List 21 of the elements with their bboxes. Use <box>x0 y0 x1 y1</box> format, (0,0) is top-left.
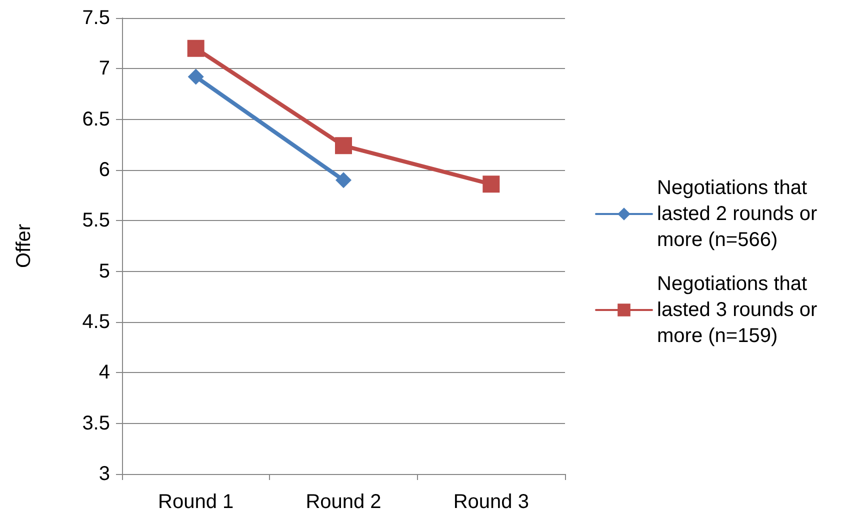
legend-label: Negotiations that lasted 3 rounds or more (n=159) <box>657 273 823 347</box>
y-tick-label: 4.5 <box>82 311 110 333</box>
y-tick-label: 6 <box>98 159 110 181</box>
point <box>336 172 352 188</box>
y-tick-label: 5.5 <box>82 210 110 232</box>
y-tick-label: 7.5 <box>82 7 110 29</box>
y-axis-title: Offer <box>13 224 35 268</box>
point <box>482 176 500 193</box>
y-tick-label: 4 <box>98 362 110 384</box>
legend-label: Negotiations that lasted 2 rounds or more (n=566) <box>657 177 823 251</box>
x-tick-label: Round 1 <box>158 491 234 513</box>
y-tick-label: 5 <box>98 260 110 282</box>
point <box>335 137 352 154</box>
point <box>188 68 204 85</box>
y-tick-label: 7 <box>98 58 110 80</box>
y-tick-label: 3.5 <box>82 412 110 434</box>
x-tick-label: Round 2 <box>306 491 382 513</box>
x-tick-label: Round 3 <box>453 491 529 513</box>
point <box>187 40 204 57</box>
y-tick-label: 6.5 <box>82 108 110 130</box>
y-tick-label: 3 <box>98 463 110 485</box>
